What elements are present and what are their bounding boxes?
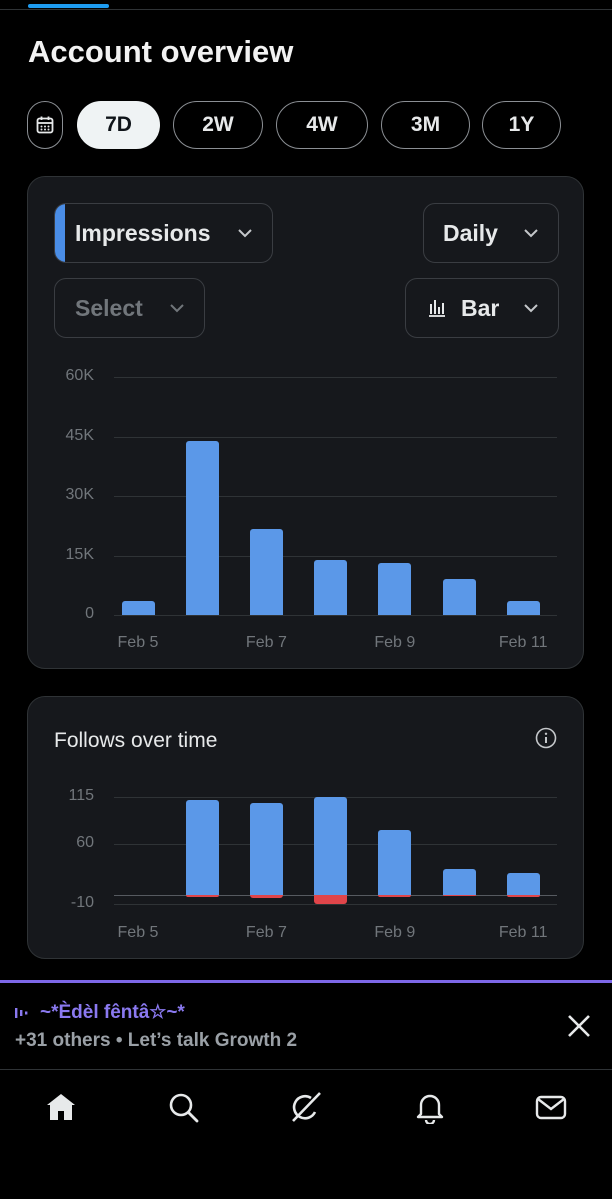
follows-card-title: Follows over time xyxy=(54,729,218,752)
impressions-bar xyxy=(121,601,155,615)
bottom-nav-divider xyxy=(0,1069,612,1070)
unfollows-bar xyxy=(442,895,476,897)
calendar-button[interactable] xyxy=(27,101,63,149)
compare-dropdown[interactable]: Select xyxy=(54,278,205,338)
unfollows-bar xyxy=(314,895,348,904)
x-tick-label: Feb 7 xyxy=(245,634,287,651)
messages-icon[interactable] xyxy=(534,1090,568,1124)
y-tick-label: 60K xyxy=(65,367,94,384)
space-host-name: ~*Èdèl fêntâ☆~* xyxy=(40,1002,185,1023)
x-tick-label: Feb 9 xyxy=(374,634,416,651)
unfollows-bar xyxy=(185,895,219,898)
range-2w-button[interactable]: 2W xyxy=(173,101,263,149)
y-tick-label: 45K xyxy=(65,426,94,444)
range-4w-button[interactable]: 4W xyxy=(276,101,368,149)
follows-bar xyxy=(185,799,219,896)
top-divider xyxy=(0,9,612,10)
y-gridline xyxy=(114,555,557,557)
impressions-bar xyxy=(442,578,476,615)
x-tick-label: Feb 5 xyxy=(117,634,159,651)
grok-icon[interactable] xyxy=(289,1090,323,1124)
impressions-chart: 0 15K 30K 45K 60K Feb 5 Feb 7 Feb 9 Feb 11 xyxy=(28,177,583,668)
impressions-bar xyxy=(314,560,348,615)
y-tick-label: 30K xyxy=(65,486,94,503)
impressions-bar xyxy=(506,601,540,615)
tab-indicator xyxy=(28,4,109,8)
chevron-down-icon xyxy=(522,224,540,242)
follows-bar xyxy=(314,797,348,896)
calendar-icon xyxy=(36,116,54,134)
range-1y-button[interactable]: 1Y xyxy=(482,101,561,149)
metric-dropdown-label: Impressions xyxy=(75,219,211,246)
x-tick-label: Feb 7 xyxy=(245,924,287,941)
x-tick-label: Feb 11 xyxy=(498,924,548,941)
bar-chart-icon xyxy=(427,298,447,318)
chevron-down-icon xyxy=(236,224,254,242)
unfollows-bar xyxy=(378,895,412,898)
metric-dropdown[interactable]: Impressions xyxy=(54,203,273,263)
chevron-down-icon xyxy=(522,299,540,317)
close-icon[interactable] xyxy=(566,1013,592,1039)
y-tick-label: -10 xyxy=(70,894,94,911)
audio-wave-icon xyxy=(15,1007,28,1018)
notifications-icon[interactable] xyxy=(413,1090,447,1124)
space-accent-line xyxy=(0,980,612,983)
impressions-bar xyxy=(249,528,283,615)
follows-bar xyxy=(442,868,476,896)
impressions-bar xyxy=(378,563,412,615)
x-tick-label: Feb 11 xyxy=(498,634,548,651)
space-subtitle: +31 others • Let’s talk Growth 2 xyxy=(15,1030,298,1051)
y-tick-label: 0 xyxy=(85,605,94,622)
y-gridline xyxy=(114,436,557,438)
impressions-bar xyxy=(185,441,219,615)
unfollows-bar xyxy=(249,895,283,898)
follows-card: Follows over time -10 60 115 Feb 5 Feb 7 Feb … xyxy=(27,696,584,959)
x-tick-label: Feb 5 xyxy=(117,924,159,941)
unfollows-bar xyxy=(506,895,540,898)
metric-color-accent xyxy=(55,204,65,262)
follows-chart: -10 60 115 Feb 5 Feb 7 Feb 9 Feb 11 xyxy=(28,697,583,958)
y-gridline xyxy=(114,615,557,616)
y-gridline xyxy=(114,904,557,905)
interval-dropdown-label: Daily xyxy=(443,219,498,246)
space-host-row: ~*Èdèl fêntâ☆~* xyxy=(14,1001,185,1024)
chart-type-label: Bar xyxy=(461,294,500,321)
page-title: Account overview xyxy=(28,34,294,69)
y-gridline xyxy=(114,377,557,378)
interval-dropdown[interactable]: Daily xyxy=(423,203,559,263)
impressions-card: Impressions Daily Select Bar 0 15K 30K 45K 6… xyxy=(27,176,584,669)
info-icon[interactable] xyxy=(535,727,557,749)
follows-bar xyxy=(378,830,412,896)
search-icon[interactable] xyxy=(166,1090,200,1124)
chevron-down-icon xyxy=(168,299,186,317)
y-gridline xyxy=(114,496,557,497)
space-player-bar[interactable]: ~*Èdèl fêntâ☆~* +31 others • Let’s talk … xyxy=(0,983,612,1069)
y-tick-label: 115 xyxy=(68,787,94,804)
x-tick-label: Feb 9 xyxy=(374,924,416,941)
range-7d-button[interactable]: 7D xyxy=(77,101,160,149)
chart-type-dropdown[interactable]: Bar xyxy=(405,278,559,338)
home-icon[interactable] xyxy=(44,1090,78,1124)
range-3m-button[interactable]: 3M xyxy=(381,101,470,149)
y-tick-label: 15K xyxy=(65,545,94,563)
follows-bar xyxy=(249,802,283,896)
compare-dropdown-label: Select xyxy=(75,294,143,321)
follows-bar xyxy=(506,873,540,896)
y-tick-label: 60 xyxy=(76,834,94,852)
